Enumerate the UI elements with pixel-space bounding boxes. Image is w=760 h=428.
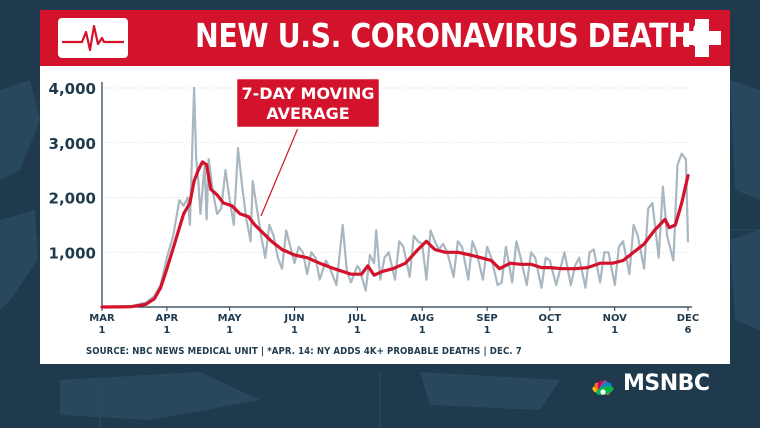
y-tick-label: 3,000	[49, 135, 96, 153]
x-tick-day: 1	[611, 325, 618, 336]
page-title: NEW U.S. CORONAVIRUS DEATHS	[195, 16, 712, 55]
x-tick-month: MAR	[89, 313, 115, 324]
x-tick-month: SEP	[476, 313, 497, 324]
x-tick-month: NOV	[603, 313, 628, 324]
y-tick-label: 4,000	[49, 80, 96, 98]
annotation-label: AVERAGE	[266, 104, 349, 123]
x-tick-day: 1	[354, 325, 361, 336]
medical-cross-icon	[683, 19, 721, 57]
x-tick-day: 6	[685, 325, 692, 336]
x-tick-day: 1	[419, 325, 426, 336]
deaths-chart: 1,0002,0003,0004,000MAR1APR1MAY1JUN1JUL1…	[49, 76, 699, 336]
x-tick-month: MAY	[218, 313, 243, 324]
x-tick-day: 1	[546, 325, 553, 336]
annotation-pointer	[260, 127, 299, 217]
y-tick-label: 2,000	[49, 190, 96, 208]
annotation-label: 7-DAY MOVING	[241, 84, 374, 103]
y-tick-label: 1,000	[49, 244, 96, 262]
peacock-icon	[592, 380, 614, 395]
x-tick-day: 1	[99, 325, 106, 336]
chart-panel: 1,000 2,000 3,000 4,000 MAR 1 APR 1 MAY 1 JUN 1 JUL 1…	[40, 66, 730, 364]
x-tick-month: AUG	[410, 313, 434, 324]
msnbc-wordmark: MSNBC	[623, 370, 710, 396]
annotation-box	[234, 76, 382, 130]
x-tick-month: JUN	[283, 313, 304, 324]
x-tick-month: JUL	[347, 313, 367, 324]
daily-deaths-line	[100, 86, 690, 309]
source-note: SOURCE: NBC NEWS MEDICAL UNIT | *APR. 14…	[86, 346, 522, 357]
x-tick-day: 1	[484, 325, 491, 336]
x-tick-month: DEC	[677, 313, 699, 324]
x-tick-month: OCT	[539, 313, 562, 324]
x-tick-month: APR	[155, 313, 178, 324]
msnbc-logo: MSNBC	[586, 368, 710, 398]
header-banner: NEW U.S. CORONAVIRUS DEATHS	[40, 10, 730, 66]
x-tick-day: 1	[163, 325, 170, 336]
moving-average-line	[100, 160, 690, 309]
heartbeat-icon	[58, 18, 128, 58]
x-tick-day: 1	[291, 325, 298, 336]
x-tick-day: 1	[226, 325, 233, 336]
